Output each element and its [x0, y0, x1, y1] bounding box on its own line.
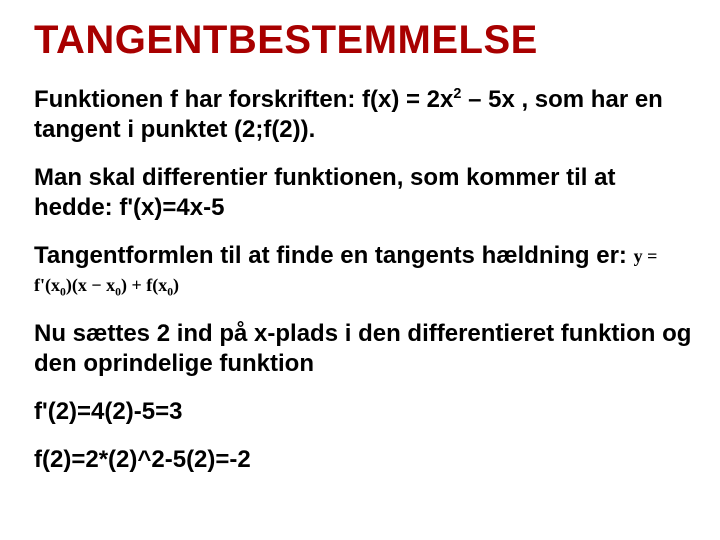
p3-text: Tangentformlen til at finde en tangents …: [34, 242, 634, 269]
slide: TANGENTBESTEMMELSE Funktionen f har fors…: [0, 0, 720, 540]
formula-mid2: ) + f(x: [121, 275, 167, 295]
formula-end: ): [173, 275, 179, 295]
paragraph-5: f'(2)=4(2)-5=3: [34, 397, 692, 427]
p1-exponent: 2: [453, 86, 461, 102]
formula-mid1: )(x − x: [66, 275, 115, 295]
paragraph-4: Nu sættes 2 ind på x-plads i den differe…: [34, 319, 692, 379]
paragraph-6: f(2)=2*(2)^2-5(2)=-2: [34, 445, 692, 475]
paragraph-3: Tangentformlen til at finde en tangents …: [34, 241, 692, 301]
paragraph-1: Funktionen f har forskriften: f(x) = 2x2…: [34, 85, 692, 145]
paragraph-2: Man skal differentier funktionen, som ko…: [34, 163, 692, 223]
slide-title: TANGENTBESTEMMELSE: [34, 18, 692, 63]
p1-pre: Funktionen f har forskriften: f(x) = 2x: [34, 86, 453, 113]
formula-x0a: (x: [45, 275, 60, 295]
